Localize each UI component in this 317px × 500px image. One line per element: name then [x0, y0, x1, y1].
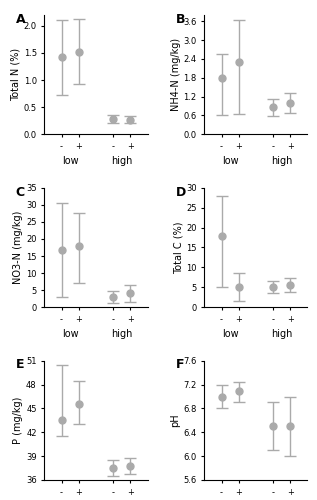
Text: A: A: [16, 12, 25, 26]
Text: high: high: [271, 156, 292, 166]
Text: high: high: [111, 156, 133, 166]
Y-axis label: pH: pH: [171, 414, 180, 427]
Y-axis label: Total C (%): Total C (%): [173, 221, 183, 274]
Text: E: E: [16, 358, 24, 372]
Text: low: low: [222, 156, 238, 166]
Text: B: B: [175, 12, 185, 26]
Text: D: D: [175, 186, 186, 198]
Text: low: low: [222, 328, 238, 338]
Text: low: low: [62, 156, 79, 166]
Y-axis label: P (mg/kg): P (mg/kg): [13, 396, 23, 444]
Text: F: F: [175, 358, 184, 372]
Y-axis label: NH4-N (mg/kg): NH4-N (mg/kg): [171, 38, 180, 111]
Text: high: high: [271, 328, 292, 338]
Text: C: C: [16, 186, 25, 198]
Y-axis label: NO3-N (mg/kg): NO3-N (mg/kg): [13, 211, 23, 284]
Text: high: high: [111, 328, 133, 338]
Text: low: low: [62, 328, 79, 338]
Y-axis label: Total N (%): Total N (%): [11, 48, 21, 101]
